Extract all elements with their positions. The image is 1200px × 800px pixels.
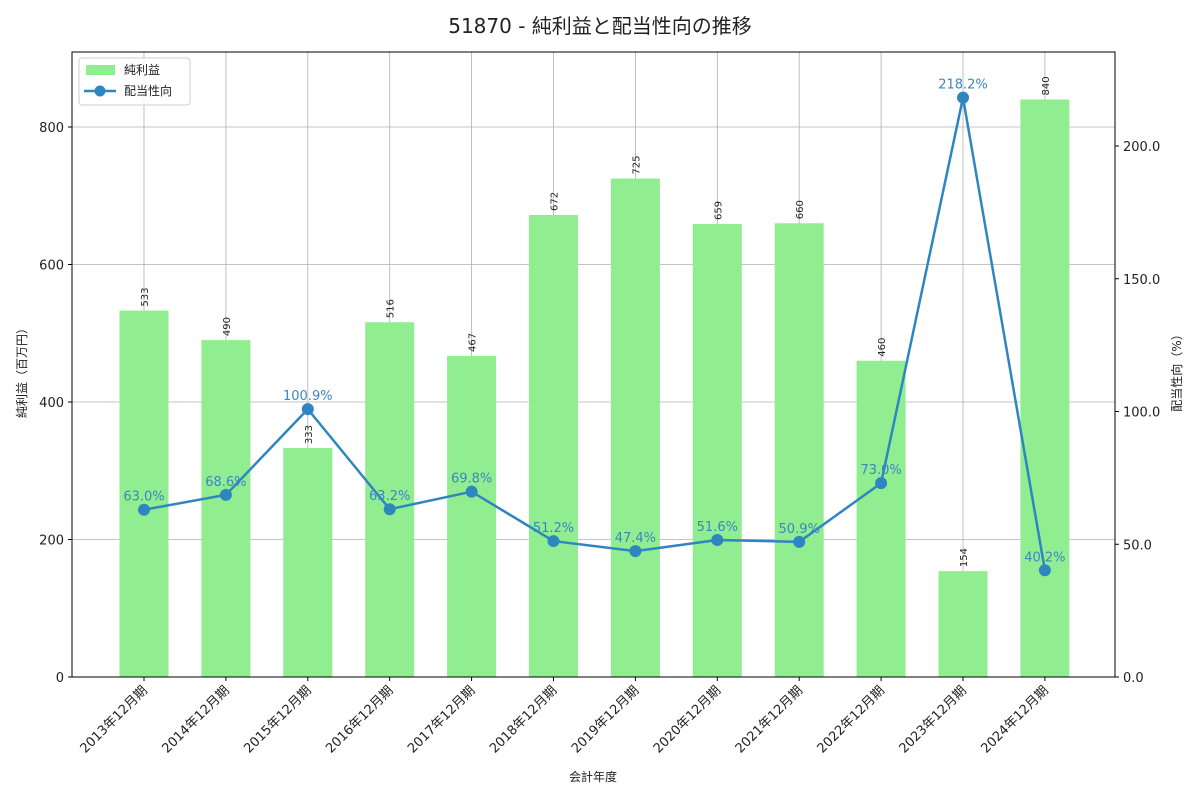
line-marker	[875, 477, 888, 490]
bar	[938, 571, 988, 677]
line-marker	[301, 403, 314, 416]
line-marker	[957, 91, 969, 104]
line-value-label: 63.2%	[369, 489, 410, 504]
y2-tick-label: 150.0	[1123, 273, 1160, 288]
x-tick-label: 2023年12月期	[897, 683, 970, 756]
bar	[774, 223, 824, 677]
legend-line-label: 配当性向	[124, 83, 172, 98]
y-tick-label: 0	[56, 671, 64, 686]
line-marker	[711, 534, 724, 547]
bar-value-label: 840	[1041, 76, 1052, 95]
x-tick-label: 2016年12月期	[323, 683, 396, 756]
line-marker	[383, 503, 396, 516]
line-value-label: 51.2%	[533, 521, 574, 536]
legend-line-marker	[94, 85, 106, 97]
bar	[692, 223, 742, 677]
line-value-label: 50.9%	[779, 522, 820, 537]
line-value-label: 51.6%	[697, 520, 738, 535]
bar	[365, 322, 415, 677]
bar-value-label: 660	[795, 200, 806, 219]
bar-value-label: 672	[550, 192, 561, 211]
y2-tick-label: 200.0	[1123, 140, 1160, 155]
y2-tick-label: 50.0	[1123, 538, 1152, 553]
line-marker	[465, 485, 478, 498]
y2-axis-label: 配当性向（%）	[1169, 328, 1184, 411]
y-tick-label: 600	[39, 259, 64, 274]
bar-value-label: 725	[631, 155, 642, 174]
x-tick-label: 2024年12月期	[978, 683, 1051, 756]
x-axis-label: 会計年度	[569, 769, 617, 784]
chart-title: 51870 - 純利益と配当性向の推移	[448, 14, 752, 38]
line-value-label: 100.9%	[283, 389, 333, 404]
x-tick-label: 2020年12月期	[651, 683, 724, 756]
line-series: 63.0% 68.6% 100.9% 63.2% 69.8% 51.2% 47.4% 51.6…	[123, 78, 1066, 577]
bar-value-label: 460	[877, 338, 888, 357]
line-marker	[219, 488, 232, 501]
line-value-label: 40.2%	[1024, 550, 1065, 565]
x-tick-label: 2022年12月期	[815, 683, 888, 756]
bar-value-label: 533	[140, 287, 151, 306]
bar-value-label: 659	[713, 201, 724, 220]
line-value-label: 47.4%	[615, 531, 656, 546]
line-value-label: 63.0%	[123, 490, 164, 505]
payout-line	[143, 97, 1047, 571]
bar-value-label: 154	[959, 548, 970, 567]
bar	[856, 360, 906, 677]
x-tick-label: 2013年12月期	[78, 683, 151, 756]
line-marker	[629, 545, 642, 558]
bar	[119, 310, 169, 677]
y-tick-label: 800	[39, 121, 64, 136]
legend-bar-swatch	[86, 65, 115, 75]
bar-value-label: 467	[468, 333, 479, 352]
bar	[610, 178, 660, 677]
y-axis-label: 純利益（百万円）	[15, 322, 29, 418]
x-tick-label: 2017年12月期	[405, 683, 478, 756]
bar	[447, 355, 497, 677]
line-marker	[1038, 564, 1051, 577]
bar-value-label: 333	[304, 425, 315, 444]
y-tick-label: 200	[39, 534, 64, 549]
line-value-label: 73.0%	[860, 463, 901, 478]
line-marker	[138, 503, 150, 516]
y2-tick-label: 0.0	[1123, 671, 1144, 686]
bar	[529, 215, 578, 677]
y2-tick-label: 100.0	[1123, 406, 1160, 421]
plot-frame	[71, 51, 1116, 678]
x-tick-label: 2015年12月期	[241, 683, 314, 756]
line-value-label: 218.2%	[938, 78, 988, 93]
bar-series: 533 490 333 516 467 672 725 659 660 460 154 840	[119, 76, 1070, 677]
legend: 純利益 配当性向	[78, 57, 191, 106]
legend-bar-label: 純利益	[124, 63, 160, 77]
x-tick-label: 2021年12月期	[733, 683, 806, 756]
line-value-label: 68.6%	[205, 475, 246, 490]
bar-value-label: 490	[222, 317, 233, 336]
x-tick-label: 2018年12月期	[487, 683, 560, 756]
bar	[201, 340, 251, 677]
x-tick-label: 2014年12月期	[159, 683, 232, 756]
bar	[283, 448, 333, 677]
y-tick-label: 400	[39, 396, 64, 411]
line-value-label: 69.8%	[451, 472, 492, 487]
line-marker	[547, 535, 560, 548]
line-marker	[793, 535, 806, 548]
bar	[1020, 99, 1070, 677]
bar-value-label: 516	[386, 299, 397, 318]
x-tick-label: 2019年12月期	[569, 683, 642, 756]
